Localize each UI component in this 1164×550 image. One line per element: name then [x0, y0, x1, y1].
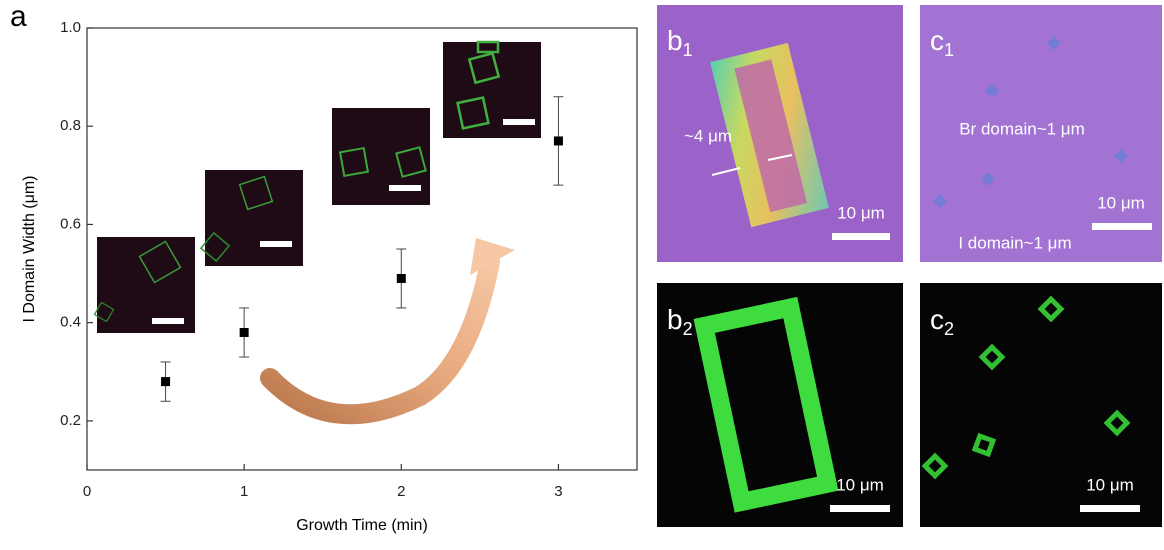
scale-label: 10 μm: [1097, 193, 1145, 212]
panel-label: a: [10, 0, 27, 33]
panel-c1: c1 Br domain~1 μm 10 μm I domain~1 μm: [920, 5, 1162, 262]
scale-label: 10 μm: [1086, 475, 1134, 494]
inset: [199, 170, 303, 266]
insets: [93, 40, 541, 333]
panel-label: b1: [667, 25, 693, 59]
x-tick-label: 2: [397, 483, 405, 500]
inset: [443, 40, 541, 138]
annotation: I domain~1 μm: [958, 233, 1071, 252]
y-tick-label: 0.6: [60, 215, 81, 232]
panel-label: b2: [667, 304, 693, 338]
point: [553, 136, 563, 146]
y-axis-label: I Domain Width (μm): [21, 175, 38, 322]
x-tick-label: 1: [240, 483, 248, 500]
panel-b1: b1 ~4 μm 10 μm: [657, 5, 903, 262]
y-tick-label: 0.4: [60, 314, 81, 331]
scale-label: 10 μm: [837, 203, 885, 222]
panel-letter: b: [667, 25, 683, 56]
x-tick-label: 0: [83, 483, 91, 500]
panel-subscript: 2: [944, 319, 954, 339]
panel-label: c1: [930, 25, 954, 59]
panel-subscript: 1: [944, 40, 954, 60]
panel-label: c2: [930, 304, 954, 338]
inset: [332, 108, 430, 205]
panel-b2: b2 10 μm: [657, 283, 903, 527]
panel-c2: c2 10 μm: [920, 283, 1162, 527]
panel-subscript: 1: [683, 40, 693, 60]
panel-letter: c: [930, 304, 944, 335]
plot: 0.2 0.4 0.6 0.8 1.0 0 1 2 3: [60, 19, 564, 500]
plot-frame: [86, 27, 638, 471]
panel-letter: c: [930, 25, 944, 56]
growth-arrow: [260, 238, 515, 425]
point: [161, 377, 171, 387]
size-label: ~4 μm: [684, 126, 732, 145]
inset: [93, 237, 195, 333]
panel-letter: b: [667, 304, 683, 335]
point: [239, 327, 249, 337]
scale-label: 10 μm: [836, 475, 884, 494]
panel-subscript: 2: [683, 319, 693, 339]
y-tick-label: 0.2: [60, 412, 81, 429]
annotation: Br domain~1 μm: [959, 119, 1085, 138]
y-tick-label: 1.0: [60, 19, 81, 36]
x-tick-label: 3: [554, 483, 562, 500]
y-tick-label: 0.8: [60, 117, 81, 134]
point: [396, 273, 406, 283]
x-axis-label: Growth Time (min): [296, 517, 428, 534]
